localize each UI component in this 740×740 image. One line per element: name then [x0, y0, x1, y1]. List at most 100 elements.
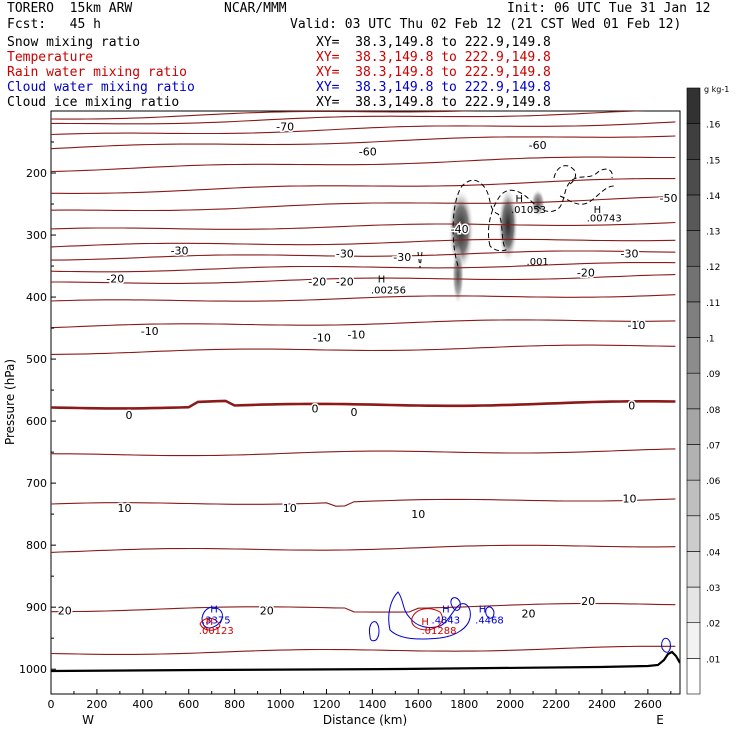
extremum-label: .001 — [527, 257, 549, 268]
extremum-label: .4843 — [432, 616, 461, 627]
extremum-label: H — [206, 617, 214, 628]
temperature-contour — [51, 645, 676, 655]
colorbar-label: .15 — [706, 156, 720, 166]
colorbar-swatch — [686, 87, 701, 124]
temperature-contour — [51, 498, 676, 507]
temperature-contour-label: 0 — [628, 400, 635, 413]
extremum-label: H — [421, 617, 429, 628]
extremum-label: .00123 — [199, 626, 234, 637]
temperature-contour-label: -30 — [171, 245, 189, 258]
temperature-contour — [51, 238, 676, 248]
colorbar-label: .08 — [706, 406, 721, 416]
colorbar-swatch — [686, 265, 701, 303]
temperature-contour-label: 10 — [622, 493, 636, 506]
init-label: Init: 06 UTC Tue 31 Jan 12 — [507, 1, 711, 16]
cloud-water-contour-1 — [201, 606, 223, 629]
temperature-contour-label: -60 — [359, 145, 377, 158]
cloud-water-contour-2 — [369, 621, 380, 642]
y-tick-label: 900 — [26, 601, 47, 614]
y-tick-label: 600 — [26, 415, 47, 428]
extremum-label: .00256 — [371, 286, 406, 297]
colorbar-swatch — [686, 515, 701, 552]
cloud-ice-contour-3 — [559, 185, 615, 205]
temperature-contour-label: 0 — [311, 403, 318, 416]
field-snow-name: Snow mixing ratio — [7, 35, 141, 50]
x-tick-label: 0 — [48, 698, 55, 711]
y-tick-label: 500 — [26, 353, 47, 366]
temperature-contour — [51, 111, 477, 120]
temperature-contour-label: -20 — [577, 266, 595, 279]
y-tick-label: 200 — [26, 167, 47, 180]
x-tick-label: 1200 — [312, 698, 340, 711]
east-label: E — [656, 713, 664, 727]
x-tick-label: 1000 — [267, 698, 295, 711]
temperature-contour-label: -10 — [141, 325, 159, 338]
temperature-contour-label: 10 — [283, 502, 297, 515]
extremum-label: H — [210, 604, 218, 615]
colorbar-swatch — [686, 622, 701, 659]
temperature-contour — [51, 135, 676, 150]
temperature-contour-label: -50 — [660, 192, 678, 205]
colorbar-label: .09 — [706, 370, 721, 380]
temperature-contour-label: 10 — [411, 508, 425, 521]
colorbar-label: .07 — [706, 441, 720, 451]
field-cloudwater-name: Cloud water mixing ratio — [7, 80, 195, 95]
temperature-contour-label: -60 — [529, 139, 547, 152]
x-tick-label: 200 — [86, 698, 107, 711]
temperature-contour-label: -70 — [276, 121, 294, 134]
model-label: TORERO 15km ARW — [7, 1, 133, 16]
field-cloudwater-xy: XY= 38.3,149.8 to 222.9,149.8 — [316, 80, 551, 95]
temperature-contours — [51, 111, 676, 655]
temperature-contour — [51, 111, 647, 125]
y-tick-label: 300 — [26, 229, 47, 242]
axes: 0 200 400 600 800 1000 1200 1400 1600 1800 2000 220… — [19, 141, 672, 711]
temperature-contour-label: 20 — [521, 607, 535, 620]
colorbar-swatch — [686, 479, 701, 517]
plot-area-frame — [50, 110, 681, 695]
colorbar-label: .11 — [706, 299, 720, 309]
x-tick-label: 400 — [132, 698, 153, 711]
extremum-label: H — [442, 604, 450, 615]
temperature-contour-label: 20 — [58, 604, 72, 617]
field-cloudice-xy: XY= 38.3,149.8 to 222.9,149.8 — [316, 95, 551, 110]
x-tick-label: 800 — [224, 698, 245, 711]
colorbar-label: .13 — [706, 228, 720, 238]
colorbar-label: .02 — [706, 620, 720, 630]
cloud-ice-contour-2 — [487, 168, 613, 247]
x-axis-title: Distance (km) — [323, 713, 407, 727]
x-tick-label: 1400 — [358, 698, 386, 711]
org-label: NCAR/MMM — [224, 1, 287, 16]
colorbar-swatch — [686, 123, 701, 160]
field-rain-name: Rain water mixing ratio — [7, 65, 188, 80]
colorbar-swatch — [686, 658, 701, 695]
temperature-contour-label: -10 — [313, 331, 331, 344]
temperature-contour — [51, 195, 676, 212]
extremum-label: .01288 — [421, 626, 456, 637]
temperature-contour — [51, 399, 676, 410]
colorbar-label: .01 — [706, 655, 720, 665]
x-tick-label: 1800 — [450, 698, 478, 711]
terrain-line — [51, 650, 680, 673]
extremum-label: H — [479, 604, 487, 615]
fcst-label: Fcst: 45 h — [7, 17, 101, 32]
cloud-contours — [199, 165, 671, 653]
x-tick-label: 600 — [178, 698, 199, 711]
temperature-contour-label: -40 — [451, 223, 469, 236]
temperature-contour — [51, 344, 676, 355]
colorbar-swatch — [686, 551, 701, 588]
y-tick-label: 1000 — [19, 663, 47, 676]
rain-contour-1 — [199, 617, 221, 631]
field-snow-xy: XY= 38.3,149.8 to 222.9,149.8 — [316, 35, 551, 50]
colorbar-label: .05 — [706, 513, 720, 523]
temperature-contour-label: -10 — [347, 328, 365, 341]
temperature-contour-label: -30 — [393, 251, 411, 264]
temperature-contour — [51, 274, 676, 284]
temperature-contour — [51, 544, 676, 553]
y-tick-label: 400 — [26, 291, 47, 304]
extremum-label: H — [378, 274, 386, 285]
colorbar-swatch — [686, 230, 701, 267]
x-tick-label: 1600 — [404, 698, 432, 711]
field-temperature-xy: XY= 38.3,149.8 to 222.9,149.8 — [316, 50, 551, 65]
colorbar-swatch — [686, 337, 701, 374]
extremum-label: .3375 — [202, 616, 231, 627]
